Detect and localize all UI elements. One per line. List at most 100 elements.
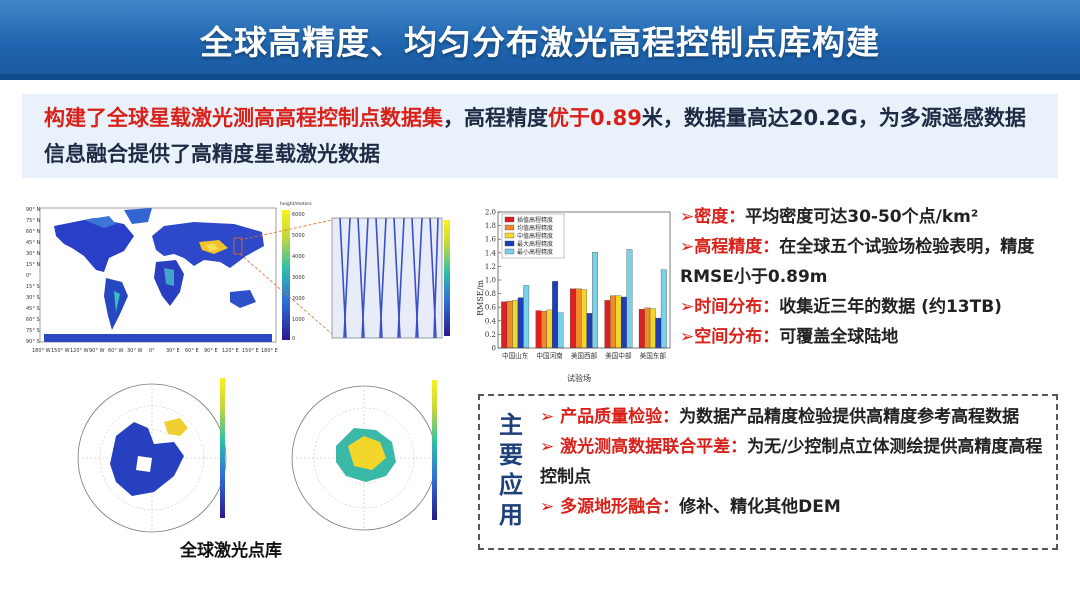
colorbar-tick: 5000 [292,233,305,239]
bar [586,313,593,349]
bar [523,285,530,349]
x-tick-label: 美国西部 [571,351,598,360]
bar [506,300,513,349]
lon-tick: 150° E [242,348,259,354]
feature-label: 密度： [694,207,746,227]
lon-ticks: 180° W 150° W 120° W 90° W 60° W 30° W 0… [32,348,278,354]
title-bar: 全球高精度、均匀分布激光高程控制点库构建 [0,0,1080,80]
y-tick-label: 0 [492,345,496,353]
lat-tick: 45° S [26,306,40,312]
lon-tick: 30° W [127,348,142,354]
chevron-right-icon: ➢ [540,407,561,427]
colorbar-title: height/meters [280,201,312,207]
bar [592,251,598,349]
heading-char: 主 [499,411,523,439]
application-item: ➢ 激光测高数据联合平差：为无/少控制点立体测绘提供高精度高程控制点 [540,432,1050,492]
bar [621,296,627,349]
intro-highlight-2: 优于0.89 [548,106,642,130]
applications-box: 主 要 应 用 ➢ 产品质量检验：为数据产品精度检验提供高精度参考高程数据 ➢ … [478,394,1058,550]
bar [638,309,645,349]
arctic-map [77,378,227,533]
feature-item-accuracy: ➢高程精度：在全球五个试验场检验表明，精度RMSE小于0.89m [680,232,1070,292]
lon-tick: 120° E [222,348,239,354]
lat-tick: 15° N [26,262,40,268]
lat-tick: 90° S [26,339,40,345]
applications-heading: 主 要 应 用 [498,410,524,530]
colorbar-tick: 1000 [292,317,305,323]
y-tick-label: 1.0 [485,277,496,285]
y-tick-label: 1.4 [485,249,497,257]
x-tick-label: 美国中部 [605,351,632,360]
chart-xlabel: 试验场 [567,373,591,383]
bar [541,311,547,349]
lat-tick: 30° N [26,251,40,257]
legend-swatch [504,240,515,247]
y-tick-label: 2.0 [485,209,496,217]
application-text: 为无/少控制点立体测绘提供高精度高程控制点 [540,437,1043,487]
page-title: 全球高精度、均匀分布激光高程控制点库构建 [200,23,880,62]
lat-tick: 45° N [26,240,40,246]
x-tick-label: 中国河南 [536,351,563,360]
colorbar-tick: 6000 [292,212,305,218]
bar [649,308,656,349]
bar [626,249,633,349]
feature-label: 高程精度： [694,237,780,257]
application-item: ➢ 多源地形融合：修补、精化其他DEM [540,492,1050,522]
lon-tick: 30° E [166,348,180,354]
colorbar-tick: 4000 [292,254,305,260]
colorbar [282,210,290,340]
intro-text-2: ，高程精度 [443,106,548,130]
lat-ticks: 90° N 75° N 60° N 45° N 30° N 15° N 0° 1… [26,207,40,345]
heading-char: 应 [499,471,523,499]
bar [575,288,582,349]
lat-tick: 60° N [26,229,40,235]
heading-char: 用 [499,501,523,529]
feature-label: 空间分布： [694,327,780,347]
y-tick-label: 0.8 [485,290,496,298]
figure-area: 90° N 75° N 60° N 45° N 30° N 15° N 0° 1… [26,201,450,533]
lon-tick: 150° W [51,348,70,354]
chart-ylabel: RMSE/m [476,280,485,316]
intro-box: 构建了全球星载激光测高高程控制点数据集，高程精度优于0.89米，数据量高达20.… [22,94,1058,178]
feature-item-time: ➢时间分布：收集近三年的数据 (约13TB) [680,292,1070,322]
bar [609,295,616,349]
application-item: ➢ 产品质量检验：为数据产品精度检验提供高精度参考高程数据 [540,402,1050,432]
x-tick-label: 美国东部 [640,351,667,360]
application-text: 为数据产品精度检验提供高精度参考高程数据 [679,407,1020,427]
intro-highlight-1: 构建了全球星载激光测高高程控制点数据集 [44,106,443,130]
lon-tick: 180° W [32,348,51,354]
lon-tick: 60° W [108,348,123,354]
y-tick-label: 1.2 [485,263,496,271]
lon-tick: 90° E [204,348,218,354]
legend-swatch [504,216,515,223]
bar [557,312,564,349]
y-tick-label: 1.8 [485,222,496,230]
title-underline [0,74,1080,80]
lat-tick: 75° S [26,328,40,334]
heading-char: 要 [499,441,523,469]
y-tick-label: 0.4 [485,317,497,325]
legend-label: 均值高程精度 [517,224,553,232]
bar [660,269,667,349]
lon-tick: 0° [149,348,155,354]
chevron-right-icon: ➢ [540,437,561,457]
laser-track-zoom [331,217,450,339]
legend-label: 插值高程精度 [517,216,553,224]
application-label: 激光测高数据联合平差： [560,437,748,457]
lat-tick: 60° S [26,317,40,323]
lon-tick: 60° E [185,348,199,354]
feature-list: ➢密度：平均密度可达30-50个点/km² ➢高程精度：在全球五个试验场检验表明… [680,202,1070,352]
y-tick-label: 0.6 [485,304,497,312]
lon-tick: 120° W [70,348,89,354]
bar [546,309,553,349]
legend-swatch [504,248,515,255]
feature-text: 可覆盖全球陆地 [779,327,899,347]
feature-text: 收集近三年的数据 (约13TB) [779,297,1002,317]
feature-text: 在全球五个试验场检验表明，精度RMSE小于0.89m [680,237,1035,287]
colorbar-tick: 3000 [292,275,305,281]
bar [570,288,576,349]
bar [581,289,587,349]
legend-swatch [504,232,515,239]
arrow-icon: ➢ [680,237,695,257]
chevron-right-icon: ➢ [540,497,561,517]
